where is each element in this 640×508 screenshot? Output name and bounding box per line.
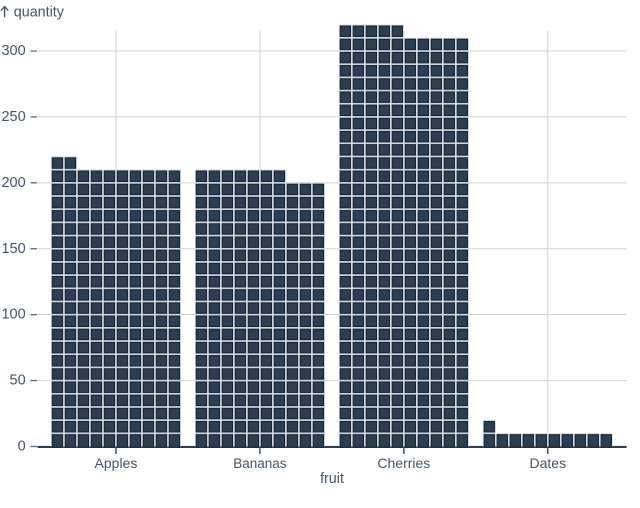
svg-text:fruit: fruit bbox=[320, 471, 344, 487]
svg-text:quantity: quantity bbox=[14, 5, 65, 21]
svg-text:Apples: Apples bbox=[95, 455, 138, 471]
svg-text:250: 250 bbox=[1, 109, 25, 125]
svg-text:100: 100 bbox=[1, 307, 25, 323]
svg-text:200: 200 bbox=[1, 175, 25, 191]
svg-text:0: 0 bbox=[18, 439, 26, 455]
svg-text:150: 150 bbox=[1, 241, 25, 257]
svg-text:50: 50 bbox=[10, 373, 26, 389]
svg-text:Bananas: Bananas bbox=[233, 456, 287, 471]
svg-text:Cherries: Cherries bbox=[377, 455, 430, 471]
svg-text:300: 300 bbox=[1, 43, 25, 59]
svg-text:Dates: Dates bbox=[530, 455, 567, 471]
